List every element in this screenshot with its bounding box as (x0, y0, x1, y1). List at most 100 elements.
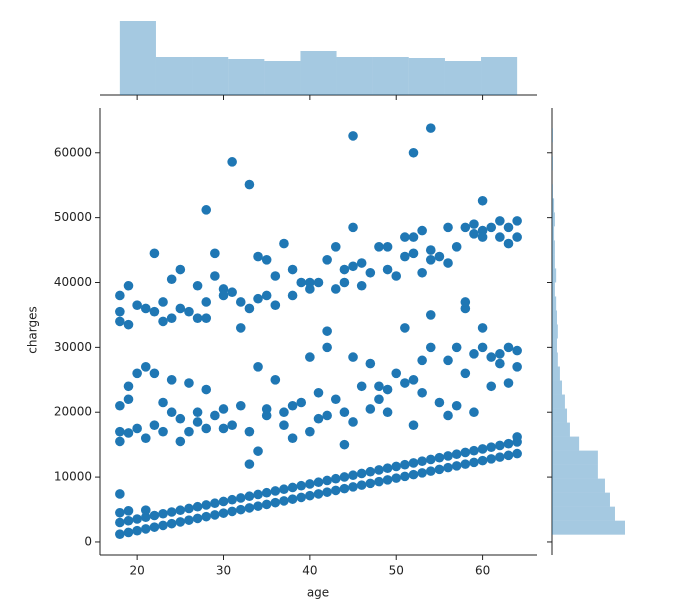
scatter-point (296, 397, 307, 408)
scatter-point (279, 238, 289, 249)
scatter-point (123, 319, 134, 330)
hist-bar (119, 21, 156, 95)
scatter-point (166, 313, 177, 323)
scatter-point (451, 342, 462, 353)
scatter-point (201, 500, 212, 510)
hist-bar (408, 58, 445, 95)
y-tick-label: 50000 (54, 210, 92, 224)
scatter-point (460, 368, 471, 379)
scatter-point (417, 267, 427, 278)
scatter-point (227, 157, 237, 167)
scatter-point (512, 432, 522, 442)
scatter-point (235, 504, 246, 515)
scatter-point (503, 222, 514, 233)
scatter-point (227, 420, 237, 430)
scatter-point (356, 381, 367, 392)
scatter-point (132, 514, 142, 524)
scatter-point (322, 342, 332, 353)
scatter-point (175, 436, 186, 447)
scatter-point (253, 251, 263, 262)
scatter-point (451, 400, 462, 411)
scatter-point (443, 222, 453, 233)
hist-bar (552, 184, 553, 199)
scatter-point (279, 407, 289, 418)
scatter-point (356, 280, 367, 291)
scatter-point (425, 310, 436, 320)
hist-bar (552, 366, 560, 381)
scatter-point (235, 400, 246, 411)
scatter-point (201, 423, 212, 434)
scatter-point (469, 229, 479, 239)
hist-bar (552, 394, 565, 409)
scatter-point (451, 449, 462, 459)
scatter-point (184, 515, 194, 525)
scatter-point (253, 501, 263, 511)
scatter-point (417, 225, 427, 236)
scatter-point (175, 413, 186, 424)
scatter-point (512, 232, 522, 242)
scatter-point (235, 323, 246, 333)
scatter-point (123, 515, 134, 526)
hist-bar (552, 296, 557, 311)
scatter-point (382, 475, 393, 485)
scatter-point (425, 466, 436, 476)
scatter-point (279, 496, 289, 506)
scatter-point (313, 277, 324, 288)
scatter-point (503, 438, 514, 449)
scatter-point (400, 232, 410, 242)
scatter-point (408, 469, 419, 480)
scatter-point (287, 482, 298, 493)
scatter-point (503, 342, 514, 353)
scatter-point (305, 479, 315, 489)
scatter-point (201, 313, 212, 323)
hist-bar (552, 310, 558, 325)
y-tick-label: 60000 (54, 145, 92, 159)
scatter-point (460, 447, 471, 458)
scatter-point (503, 238, 514, 249)
scatter-point (192, 280, 203, 291)
scatter-point (123, 381, 134, 392)
scatter-point (348, 482, 358, 492)
scatter-point (400, 251, 410, 262)
scatter-point (184, 503, 194, 514)
scatter-point (227, 287, 237, 298)
scatter-point (140, 524, 151, 534)
scatter-point (322, 326, 332, 336)
scatter-point (348, 417, 358, 427)
scatter-point (382, 384, 393, 395)
scatter-point (218, 423, 229, 434)
scatter-point (443, 258, 453, 268)
scatter-point (166, 374, 177, 385)
scatter-point (115, 316, 125, 327)
scatter-point (512, 345, 522, 356)
scatter-point (140, 303, 151, 314)
hist-bar (552, 254, 555, 269)
scatter-point (210, 248, 220, 259)
scatter-point (425, 245, 436, 255)
scatter-point (425, 123, 436, 133)
scatter-point (305, 426, 315, 437)
scatter-point (305, 277, 315, 288)
scatter-point (330, 284, 341, 294)
scatter-point (425, 454, 436, 465)
scatter-point (503, 450, 514, 461)
scatter-point (469, 219, 479, 229)
hist-bar (552, 450, 598, 465)
scatter-point (425, 254, 436, 265)
scatter-point (201, 511, 212, 522)
scatter-point (408, 458, 419, 468)
scatter-point (140, 362, 151, 372)
scatter-point (296, 480, 307, 491)
scatter-point (374, 394, 384, 405)
scatter-point (365, 267, 376, 278)
y-tick-label: 30000 (54, 340, 92, 354)
hist-bar (552, 338, 558, 353)
scatter-point (512, 362, 522, 372)
y-tick-label: 10000 (54, 470, 92, 484)
scatter-point (503, 378, 514, 388)
scatter-point (400, 378, 410, 388)
scatter-point (166, 274, 177, 285)
scatter-point (400, 459, 410, 470)
scatter-point (339, 472, 350, 482)
